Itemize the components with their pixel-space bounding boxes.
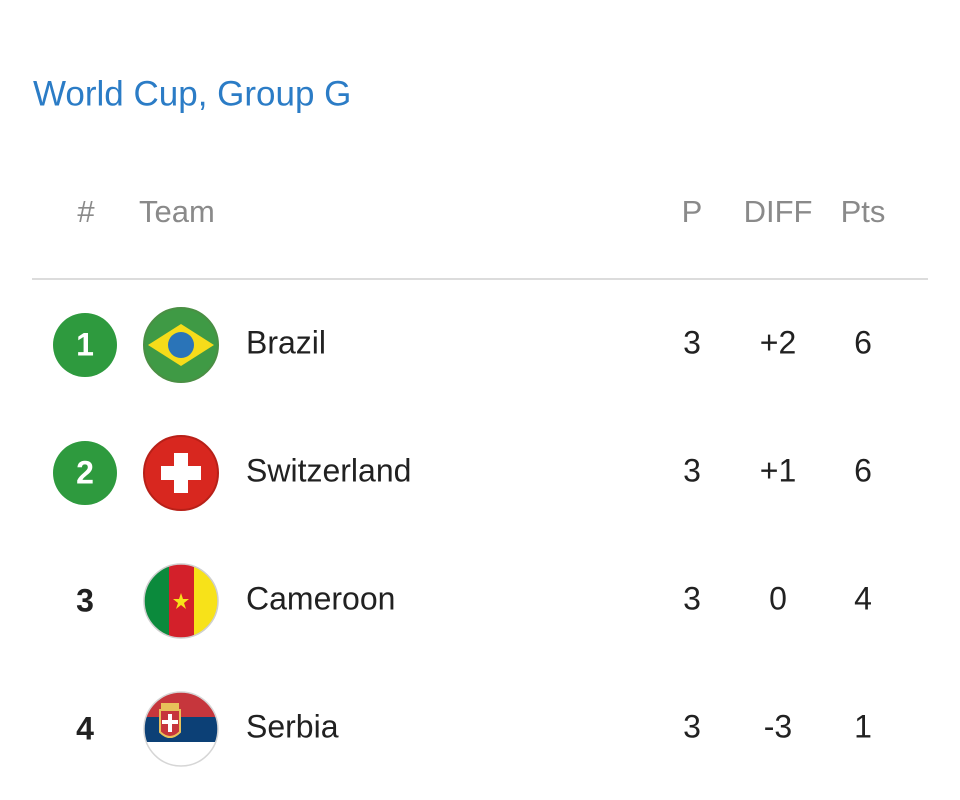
- team-name: Cameroon: [246, 580, 395, 616]
- flag-arms-cross: [162, 720, 178, 724]
- header-rank: #: [77, 194, 95, 229]
- rank-badge: [53, 441, 117, 505]
- diff: -3: [764, 708, 792, 744]
- played: 3: [683, 452, 701, 488]
- diff: +1: [760, 452, 796, 488]
- flag-ring: [143, 307, 219, 383]
- header-played: P: [682, 194, 703, 229]
- flag-ring: [143, 691, 219, 767]
- played: 3: [683, 580, 701, 616]
- flag: [144, 564, 218, 638]
- header-diff: DIFF: [744, 194, 813, 229]
- diff: +2: [760, 324, 796, 360]
- points: 6: [854, 452, 872, 488]
- flag-globe: [168, 332, 194, 358]
- flag-stripe: [144, 564, 169, 638]
- team-name: Switzerland: [246, 452, 411, 488]
- played: 3: [683, 324, 701, 360]
- rank: 1: [76, 326, 94, 362]
- flag-star: [173, 593, 189, 609]
- points: 1: [854, 708, 872, 744]
- diff: 0: [769, 580, 787, 616]
- title: World Cup, Group G: [33, 74, 351, 113]
- rank: 3: [76, 582, 94, 618]
- rank: 4: [76, 710, 94, 746]
- points: 6: [854, 324, 872, 360]
- header-team: Team: [139, 194, 215, 229]
- flag-crown: [161, 703, 179, 709]
- flag-cross: [161, 466, 201, 480]
- rank-badge: [53, 313, 117, 377]
- points: 4: [854, 580, 872, 616]
- header-points: Pts: [841, 194, 886, 229]
- played: 3: [683, 708, 701, 744]
- flag: [144, 308, 218, 382]
- rank: 2: [76, 454, 94, 490]
- team-name: Serbia: [246, 708, 339, 744]
- flag-ring: [143, 563, 219, 639]
- team-name: Brazil: [246, 324, 326, 360]
